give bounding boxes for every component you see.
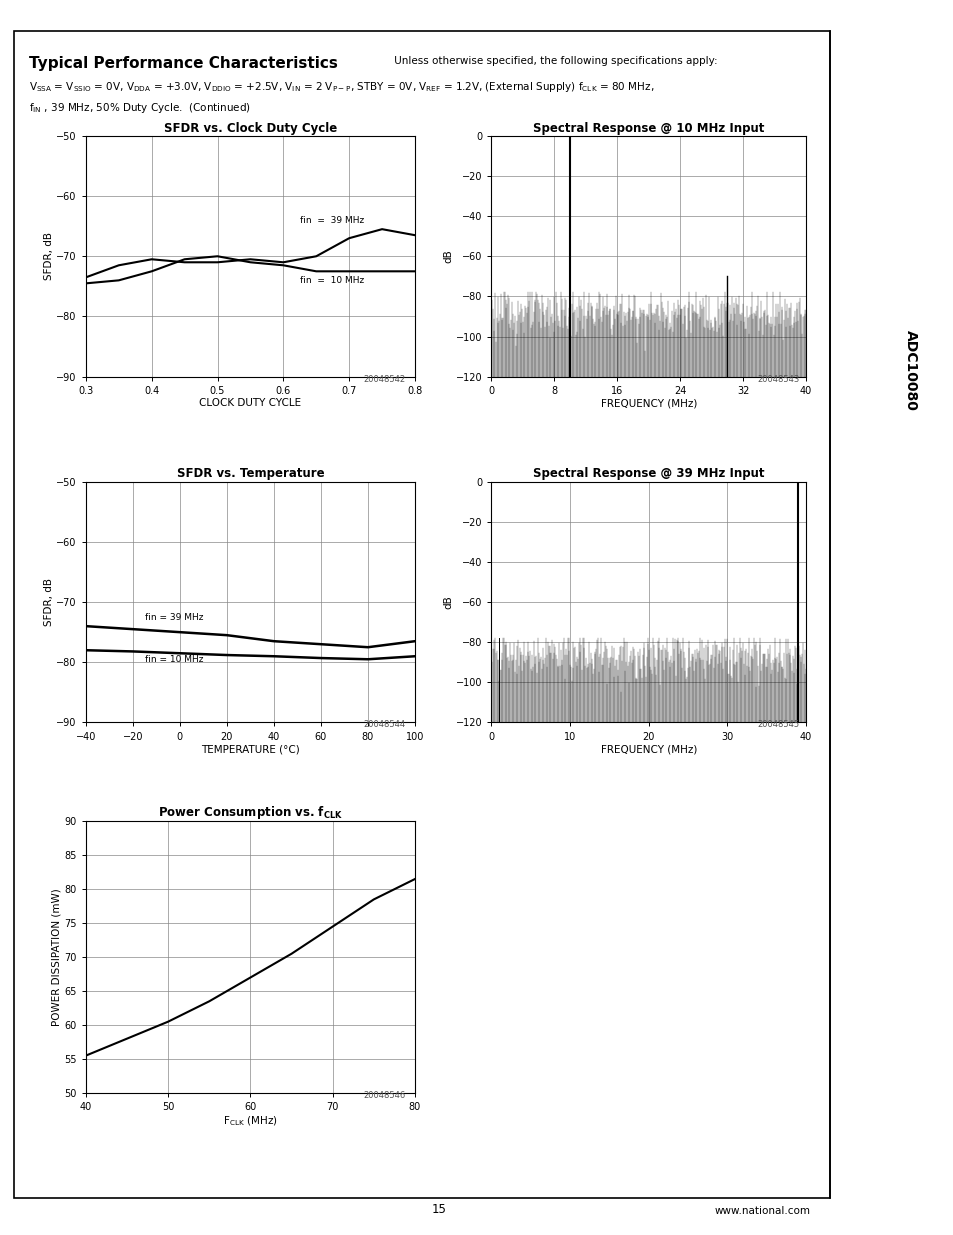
Text: 20048542: 20048542 <box>363 374 405 384</box>
Text: $\mathregular{V_{SSA}}$ = $\mathregular{V_{SSIO}}$ = 0V, $\mathregular{V_{DDA}}$: $\mathregular{V_{SSA}}$ = $\mathregular{… <box>29 80 654 94</box>
Text: fin  =  10 MHz: fin = 10 MHz <box>299 277 364 285</box>
Text: Unless otherwise specified, the following specifications apply:: Unless otherwise specified, the followin… <box>391 56 717 65</box>
X-axis label: FREQUENCY (MHz): FREQUENCY (MHz) <box>599 745 697 755</box>
X-axis label: CLOCK DUTY CYCLE: CLOCK DUTY CYCLE <box>199 399 301 409</box>
Title: Spectral Response @ 39 MHz Input: Spectral Response @ 39 MHz Input <box>533 468 763 480</box>
Text: ADC10080: ADC10080 <box>903 330 917 411</box>
Text: 20048543: 20048543 <box>757 374 799 384</box>
Y-axis label: SFDR, dB: SFDR, dB <box>44 232 53 280</box>
Text: fin = 10 MHz: fin = 10 MHz <box>145 656 203 664</box>
Text: 15: 15 <box>431 1203 446 1216</box>
Text: $\mathregular{f_{IN}}$ , 39 MHz, 50% Duty Cycle.  (Continued): $\mathregular{f_{IN}}$ , 39 MHz, 50% Dut… <box>29 101 251 115</box>
Title: SFDR vs. Clock Duty Cycle: SFDR vs. Clock Duty Cycle <box>164 122 336 135</box>
Title: Power Consumption vs. $\mathregular{f_{CLK}}$: Power Consumption vs. $\mathregular{f_{C… <box>158 804 342 821</box>
Text: 20048545: 20048545 <box>757 720 799 730</box>
Title: Spectral Response @ 10 MHz Input: Spectral Response @ 10 MHz Input <box>533 122 763 135</box>
Text: www.national.com: www.national.com <box>714 1207 810 1216</box>
Text: fin  =  39 MHz: fin = 39 MHz <box>299 216 364 225</box>
Y-axis label: SFDR, dB: SFDR, dB <box>44 578 53 626</box>
Text: fin = 39 MHz: fin = 39 MHz <box>145 613 203 622</box>
Y-axis label: dB: dB <box>442 595 453 609</box>
Title: SFDR vs. Temperature: SFDR vs. Temperature <box>176 468 324 480</box>
Text: 20048546: 20048546 <box>363 1091 405 1100</box>
Y-axis label: POWER DISSIPATION (mW): POWER DISSIPATION (mW) <box>51 888 62 1026</box>
X-axis label: $\mathregular{F_{CLK}}$ (MHz): $\mathregular{F_{CLK}}$ (MHz) <box>223 1115 277 1129</box>
X-axis label: TEMPERATURE (°C): TEMPERATURE (°C) <box>201 745 299 755</box>
Text: 20048544: 20048544 <box>363 720 405 730</box>
Y-axis label: dB: dB <box>442 249 453 263</box>
X-axis label: FREQUENCY (MHz): FREQUENCY (MHz) <box>599 399 697 409</box>
Text: Typical Performance Characteristics: Typical Performance Characteristics <box>29 56 337 70</box>
